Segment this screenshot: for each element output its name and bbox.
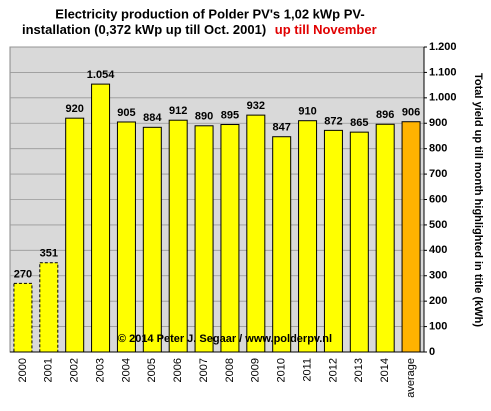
x-tick-label: 2004 [120,358,132,382]
data-label: 920 [66,103,84,115]
x-tick-label: 2009 [250,358,262,382]
data-label: 884 [143,112,162,124]
data-label: 896 [376,109,394,121]
x-tick-label: 2014 [379,358,391,382]
y-tick-label: 800 [429,143,447,155]
data-label: 270 [14,268,32,280]
bar [65,117,85,353]
x-tick-label: 2000 [17,358,29,382]
data-label: 932 [247,100,265,112]
data-label: 912 [169,105,187,117]
y-tick-label: 100 [429,320,447,332]
data-label: 890 [195,111,213,123]
data-label: 1.054 [87,69,115,81]
x-tick-label: 2011 [301,358,313,382]
x-tick-label: average [405,358,417,398]
x-tick-label: 2013 [353,358,365,382]
chart-title: Electricity production of Polder PV's 1,… [55,6,364,21]
x-tick-label: 2007 [198,358,210,382]
y-tick-label: 300 [429,270,447,282]
data-label: 905 [117,107,135,119]
chart-title: installation (0,372 kWp up till Oct. 200… [22,22,377,37]
data-label: 906 [402,107,420,119]
data-label: 910 [298,106,316,118]
bar [194,125,214,353]
x-tick-label: 2008 [224,358,236,382]
chart-title-highlight: up till November [275,22,377,37]
bar [39,262,59,353]
data-label: 895 [221,109,239,121]
y-tick-label: 1.200 [429,41,457,53]
y-tick-label: 500 [429,219,447,231]
bar [323,129,343,353]
bar [168,119,188,353]
y-tick-label: 1.000 [429,92,457,104]
bar [375,123,395,353]
y-tick-label: 1.100 [429,66,457,78]
bar [349,131,369,353]
x-tick-label: 2012 [327,358,339,382]
bar [246,114,266,353]
bar [116,121,136,353]
y-tick-label: 900 [429,117,447,129]
y-tick-label: 700 [429,168,447,180]
data-label: 847 [273,122,291,134]
x-tick-label: 2003 [94,358,106,382]
x-tick-label: 2002 [69,358,81,382]
y-tick-label: 200 [429,295,447,307]
data-label: 865 [350,117,368,129]
bar [91,83,111,353]
bar [272,136,292,353]
chart-title: installation (0,372 kWp up till Oct. 200… [22,22,266,37]
data-label: 351 [40,248,58,260]
y-axis-label: Total yield up till month highlighted in… [472,73,484,327]
x-tick-label: 2006 [172,358,184,382]
bar [13,282,33,353]
bar [401,121,421,353]
x-tick-label: 2005 [146,358,158,382]
y-tick-label: 400 [429,244,447,256]
y-tick-label: 600 [429,193,447,205]
watermark: © 2014 Peter J. Segaar / www.polderpv.nl [118,333,332,345]
bar [298,120,318,353]
x-tick-label: 2010 [276,358,288,382]
data-label: 872 [324,115,342,127]
bar [220,124,240,353]
x-tick-label: 2001 [43,358,55,382]
bar [142,126,162,353]
y-tick-label: 0 [429,346,435,358]
